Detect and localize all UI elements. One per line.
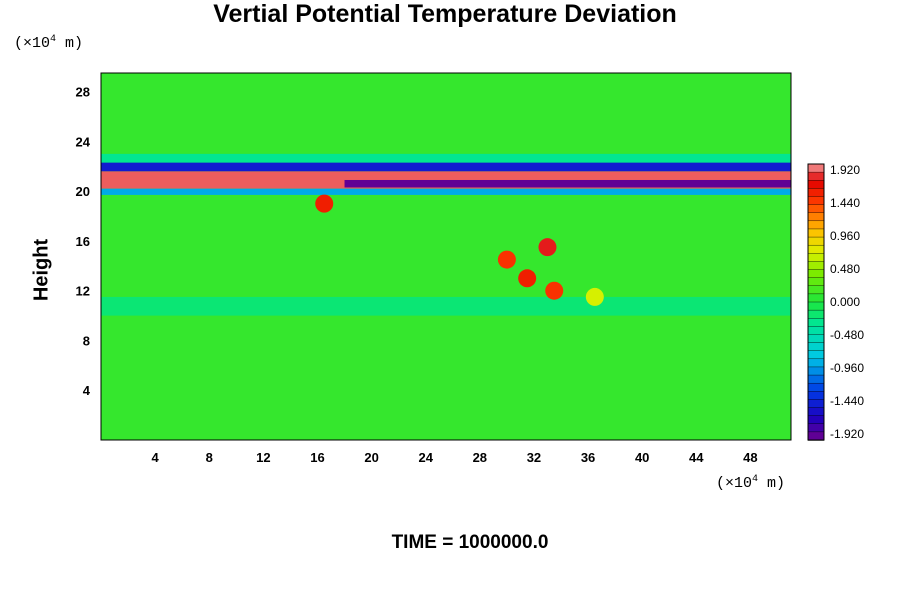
- x-tick-label: 28: [473, 450, 487, 465]
- colorbar-segment: [807, 407, 825, 417]
- x-tick-label: 12: [256, 450, 270, 465]
- heatmap-anomaly: [545, 281, 564, 300]
- y-tick-label: 24: [76, 134, 91, 149]
- colorbar-segment: [807, 431, 825, 441]
- x-tick-label: 8: [206, 450, 213, 465]
- colorbar-segment: [807, 253, 825, 263]
- colorbar-segment: [807, 180, 825, 190]
- colorbar-tick-label: 0.960: [830, 229, 860, 243]
- colorbar-tick-label: 0.000: [830, 295, 860, 309]
- x-tick-label: 44: [689, 450, 704, 465]
- time-label: TIME = 1000000.0: [391, 532, 549, 553]
- chart-title: Vertial Potential Temperature Deviation: [213, 0, 677, 28]
- y-axis-unit: (×104 m): [14, 34, 84, 52]
- heatmap-anomaly: [497, 250, 516, 269]
- heatmap-band: [101, 162, 791, 172]
- colorbar-segment: [807, 309, 825, 319]
- colorbar-segment: [807, 196, 825, 206]
- colorbar-tick-label: -0.960: [830, 361, 864, 375]
- plot-frame: [100, 72, 792, 441]
- colorbar-segment: [807, 391, 825, 401]
- colorbar-tick-label: 0.480: [830, 262, 860, 276]
- y-tick-label: 8: [83, 333, 90, 348]
- colorbar-segment: [807, 301, 825, 311]
- colorbar-tick-label: 1.440: [830, 196, 860, 210]
- colorbar-segment: [807, 318, 825, 328]
- colorbar-segment: [807, 358, 825, 368]
- colorbar-segment: [807, 374, 825, 384]
- colorbar-segment: [807, 350, 825, 360]
- heatmap-anomaly: [538, 238, 557, 257]
- x-tick-label: 16: [310, 450, 324, 465]
- x-axis-unit: (×104 m): [716, 474, 786, 492]
- colorbar-segment: [807, 163, 825, 173]
- y-tick-label: 4: [83, 383, 91, 398]
- heatmap-anomaly: [585, 287, 604, 306]
- colorbar-tick-label: -1.920: [830, 427, 864, 441]
- x-tick-label: 48: [743, 450, 757, 465]
- colorbar-segment: [807, 228, 825, 238]
- heatmap-band: [101, 188, 791, 195]
- y-tick-label: 20: [76, 184, 90, 199]
- colorbar-segment: [807, 415, 825, 425]
- heatmap-band: [101, 296, 791, 316]
- heatmap-anomaly: [518, 269, 537, 288]
- colorbar-segment: [807, 188, 825, 198]
- colorbar-tick-label: -0.480: [830, 328, 864, 342]
- y-tick-label: 28: [76, 85, 90, 100]
- colorbar-tick-label: 1.920: [830, 163, 860, 177]
- colorbar-segment: [807, 277, 825, 287]
- x-tick-label: 36: [581, 450, 595, 465]
- heatmap-band: [344, 179, 791, 188]
- colorbar-segment: [807, 366, 825, 376]
- colorbar-segment: [807, 244, 825, 254]
- y-tick-label: 12: [76, 284, 90, 299]
- colorbar-segment: [807, 399, 825, 409]
- colorbar-segment: [807, 236, 825, 246]
- colorbar-segment: [807, 293, 825, 303]
- x-tick-label: 20: [364, 450, 378, 465]
- colorbar-segment: [807, 261, 825, 271]
- colorbar-segment: [807, 212, 825, 222]
- colorbar-segment: [807, 334, 825, 344]
- x-tick-label: 4: [152, 450, 160, 465]
- colorbar-segment: [807, 423, 825, 433]
- x-tick-label: 40: [635, 450, 649, 465]
- colorbar-segment: [807, 326, 825, 336]
- colorbar-segment: [807, 269, 825, 279]
- colorbar-segment: [807, 285, 825, 295]
- y-tick-label: 16: [76, 234, 90, 249]
- colorbar-segment: [807, 171, 825, 181]
- heatmap-background: [101, 73, 791, 440]
- colorbar-tick-label: -1.440: [830, 394, 864, 408]
- colorbar-frame: [807, 163, 825, 441]
- heatmap-anomaly: [315, 194, 334, 213]
- x-tick-label: 24: [418, 450, 433, 465]
- colorbar-segment: [807, 220, 825, 230]
- heatmap-band: [101, 153, 791, 163]
- colorbar-segment: [807, 382, 825, 392]
- colorbar-segment: [807, 342, 825, 352]
- colorbar-segment: [807, 204, 825, 214]
- x-tick-label: 32: [527, 450, 541, 465]
